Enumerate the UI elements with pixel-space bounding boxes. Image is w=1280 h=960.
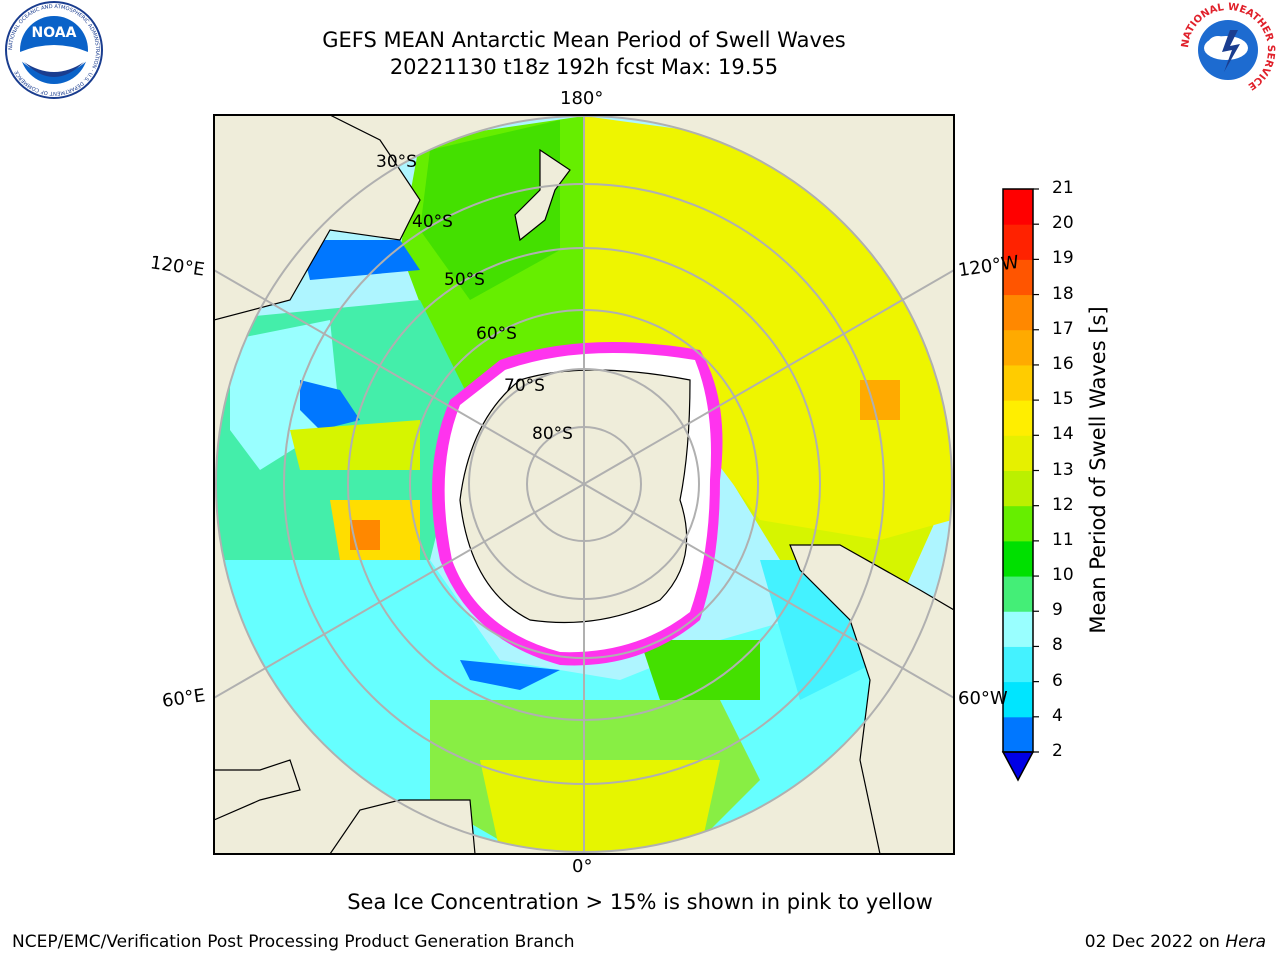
colorbar-tick-label: 18 xyxy=(1052,283,1074,304)
graticule xyxy=(214,115,954,854)
colorbar-segment xyxy=(1003,329,1033,366)
colorbar-extend-triangle xyxy=(1001,751,1035,782)
colorbar-segment xyxy=(1003,681,1033,718)
latitude-label-40s: 40°S xyxy=(412,212,453,232)
colorbar-tick-label: 16 xyxy=(1052,353,1074,374)
australia xyxy=(214,115,421,321)
colorbar-tick-label: 13 xyxy=(1052,459,1074,480)
colorbar xyxy=(1001,188,1039,782)
colorbar-segment xyxy=(1003,224,1033,260)
longitude-label-0: 0° xyxy=(572,856,593,877)
colorbar-tick-label: 17 xyxy=(1052,318,1074,339)
longitude-label-60w: 60°W xyxy=(958,688,1008,709)
colorbar-tick-label: 10 xyxy=(1052,565,1074,586)
footer-credit: NCEP/EMC/Verification Post Processing Pr… xyxy=(12,932,575,952)
latitude-label-60s: 60°S xyxy=(476,324,517,344)
colorbar-segment xyxy=(1003,400,1033,436)
map-title: GEFS MEAN Antarctic Mean Period of Swell… xyxy=(322,28,846,52)
colorbar-tick-label: 15 xyxy=(1052,389,1074,410)
colorbar-tick-label: 8 xyxy=(1052,635,1063,656)
colorbar-segment xyxy=(1003,505,1033,542)
colorbar-segment xyxy=(1003,435,1033,471)
colorbar-tick-label: 12 xyxy=(1052,494,1074,515)
map-subtitle: 20221130 t18z 192h fcst Max: 19.55 xyxy=(389,55,779,79)
colorbar-segment xyxy=(1003,646,1033,683)
colorbar-tick-label: 11 xyxy=(1052,529,1074,550)
africa xyxy=(329,799,476,854)
colorbar-segment xyxy=(1003,470,1033,507)
latitude-label-70s: 70°S xyxy=(504,376,545,396)
noaa-logo: NATIONAL OCEANIC AND ATMOSPHERIC ADMINIS… xyxy=(5,1,103,99)
colorbar-segment xyxy=(1003,540,1033,577)
map-frame xyxy=(213,114,955,855)
colorbar-segment xyxy=(1003,716,1033,753)
latitude-label-80s: 80°S xyxy=(532,424,573,444)
nws-logo: NATIONAL WEATHER SERVICE xyxy=(1180,2,1276,98)
colorbar-tick-label: 21 xyxy=(1052,178,1074,198)
footer-date: 02 Dec 2022 on Hera xyxy=(1085,932,1266,952)
madagascar xyxy=(214,759,301,821)
south-america xyxy=(789,544,954,854)
latitude-label-30s: 30°S xyxy=(376,152,417,172)
colorbar-segment xyxy=(1003,189,1033,225)
colorbar-title: Mean Period of Swell Waves [s] xyxy=(1086,306,1110,634)
colorbar-segment xyxy=(1003,576,1033,612)
new-zealand xyxy=(514,148,571,242)
colorbar-segment xyxy=(1003,611,1033,647)
colorbar-segment xyxy=(1003,294,1033,331)
colorbar-tick-label: 9 xyxy=(1052,600,1063,621)
footer-machine: Hera xyxy=(1225,932,1266,952)
sea-ice-note: Sea Ice Concentration > 15% is shown in … xyxy=(347,890,933,914)
colorbar-tick-label: 2 xyxy=(1052,741,1063,761)
antarctica xyxy=(459,369,691,624)
longitude-label-180: 180° xyxy=(560,88,604,109)
footer-date-text: 02 Dec 2022 on xyxy=(1084,932,1226,952)
colorbar-segment xyxy=(1003,364,1033,401)
colorbar-tick-label: 20 xyxy=(1052,213,1074,234)
colorbar-tick-label: 19 xyxy=(1052,248,1074,269)
colorbar-tick-label: 4 xyxy=(1052,705,1063,726)
noaa-logo-text: NOAA xyxy=(32,25,77,41)
colorbar-tick-label: 14 xyxy=(1052,424,1074,445)
colorbar-tick-label: 6 xyxy=(1052,670,1063,691)
colorbar-segment xyxy=(1003,259,1033,296)
latitude-label-50s: 50°S xyxy=(444,270,485,290)
